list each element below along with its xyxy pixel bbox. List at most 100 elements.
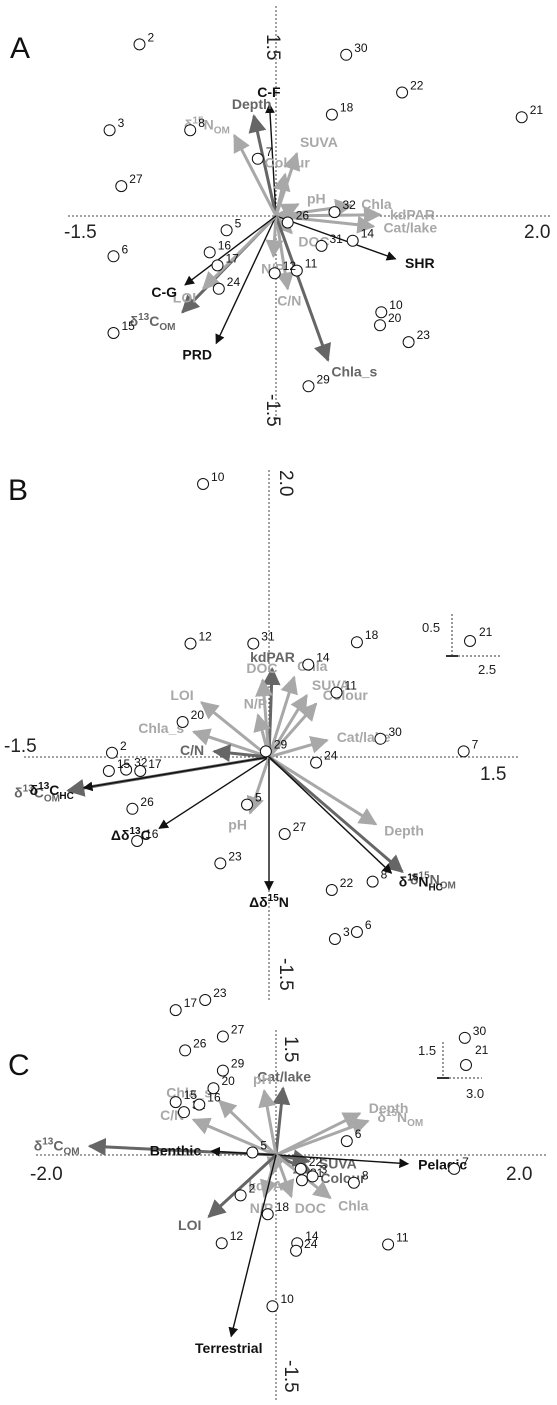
site-label-29-c: 29	[231, 1057, 245, 1071]
site-point-20-a	[374, 319, 386, 332]
site-label-20-a: 20	[388, 311, 402, 325]
site-label-22-c: 22	[309, 1155, 323, 1169]
vector-arrow-c-n-b	[212, 744, 270, 762]
vector-arrow-c-f-a	[265, 103, 277, 217]
site-point-18-c	[261, 1208, 274, 1221]
site-point-32-b	[120, 763, 133, 776]
inset-b: 0.5 2.5 21	[422, 614, 500, 677]
vector-label-kdpar-b: kdPAR	[250, 649, 295, 665]
site-point-31-b	[247, 637, 260, 650]
site-point-3-a	[103, 124, 116, 137]
site-label-18-b: 18	[365, 628, 379, 642]
site-label-27-c: 27	[231, 1023, 245, 1037]
site-point-22-a	[396, 86, 409, 99]
inset-x-tick-c: 3.0	[466, 1086, 484, 1101]
site-label-26-c: 26	[193, 1036, 207, 1050]
vector-arrow-depth-b	[268, 755, 378, 826]
site-label-12-c: 12	[230, 1229, 244, 1243]
vector-arrow-loi-b	[200, 701, 270, 759]
site-label-24-b: 24	[324, 749, 338, 763]
vector-label-dd13c-b: Δδ13C	[111, 826, 151, 843]
y-tick-max-c: 1.5	[280, 1036, 301, 1062]
inset-point-label-c: 21	[475, 1043, 489, 1057]
site-point-31-a	[315, 239, 328, 252]
site-point-17-a	[211, 259, 224, 272]
site-point-5-b	[241, 798, 254, 811]
site-label-29-b: 29	[274, 737, 288, 751]
site-label-24-a: 24	[227, 275, 241, 289]
vector-label-benthic-c: Benthic	[150, 1143, 202, 1159]
vectors-a: C-FDepthδ15NOMSUVAColourpHChlakdPARCat/l…	[130, 84, 438, 379]
vector-arrow-depth-c	[275, 1112, 362, 1157]
vector-label-chla-s-b: Chla_s	[138, 720, 184, 736]
site-label-7-a: 7	[266, 145, 273, 159]
site-point-24-a	[212, 282, 225, 295]
inset-c: 1.5 3.0 21	[418, 1042, 489, 1101]
site-label-3-c: 3	[321, 1162, 328, 1176]
vector-label-chla-c: Chla	[338, 1197, 369, 1213]
inset-point-c	[460, 1059, 472, 1071]
inset-point-b	[464, 635, 476, 647]
x-tick-max-a: 2.0	[524, 222, 550, 243]
site-point-29-c	[216, 1064, 229, 1077]
vector-arrow-chla-a	[275, 198, 354, 218]
site-label-30-c: 30	[473, 1024, 487, 1038]
site-label-2-c: 2	[249, 1181, 256, 1195]
vector-arrow-cat-lake-c	[272, 1086, 291, 1156]
site-point-5-c	[246, 1146, 259, 1159]
site-label-30-b: 30	[388, 725, 402, 739]
site-point-26-c	[179, 1044, 192, 1057]
panel-a: A -1.5 2.0 1.5 -1.5 C-FDepthδ15NOMSUVACo…	[10, 6, 550, 427]
site-label-16-c: 16	[207, 1091, 221, 1105]
site-label-3-a: 3	[118, 116, 125, 130]
site-label-23-a: 23	[417, 328, 431, 342]
panel-letter-c: C	[8, 1049, 30, 1082]
site-point-5-a	[220, 224, 233, 237]
site-label-11-c: 11	[396, 1230, 409, 1244]
site-label-20-c: 20	[221, 1074, 235, 1088]
vectors-b: kdPARDOCChlaN/PLOISUVAColourChla_sC/NCat…	[14, 649, 456, 910]
vector-arrow-colour-b	[267, 702, 318, 758]
vector-label-d13com-b: δ13COM	[14, 784, 60, 805]
site-point-18-a	[325, 108, 338, 121]
site-point-22-c	[294, 1162, 307, 1175]
inset-y-tick-b: 0.5	[422, 620, 440, 635]
vector-arrow-chla-s-c	[218, 1099, 278, 1157]
vector-arrow-loi-c	[207, 1153, 278, 1218]
site-label-10-b: 10	[211, 470, 225, 484]
vector-arrow-benthic-c	[210, 1146, 277, 1157]
vector-arrow-d15nom-b	[268, 755, 404, 873]
x-tick-max-b: 1.5	[480, 764, 506, 785]
site-label-11-b: 11	[345, 679, 358, 693]
site-point-17-c	[169, 1004, 182, 1017]
site-point-17-b	[134, 765, 147, 777]
site-label-8-b: 8	[381, 868, 388, 882]
vector-label-d13chc-b: δ13CHC	[30, 781, 74, 802]
site-label-8-a: 8	[198, 116, 205, 130]
vector-label-terrestrial-c: Terrestrial	[195, 1340, 262, 1356]
site-label-22-b: 22	[340, 876, 354, 890]
vector-arrow-doc-c	[274, 1154, 295, 1199]
vector-label-d15nom-c: δ15NOM	[377, 1108, 423, 1129]
site-label-7-c: 7	[462, 1155, 469, 1169]
site-point-6-b	[350, 926, 363, 938]
site-point-22-b	[325, 884, 338, 896]
site-point-27-b	[278, 828, 291, 840]
site-label-18-c: 18	[276, 1200, 290, 1214]
site-point-16-c	[193, 1098, 206, 1111]
site-point-2-c	[234, 1189, 247, 1202]
site-point-30-a	[340, 48, 353, 61]
vector-label-suva-a: SUVA	[300, 134, 338, 150]
site-label-23-c: 23	[213, 986, 227, 1000]
vector-arrow-d13chc-b	[82, 756, 270, 792]
site-label-27-b: 27	[293, 820, 307, 834]
site-label-23-b: 23	[228, 849, 242, 863]
site-point-6-a	[107, 250, 120, 263]
site-point-21-a	[515, 111, 528, 124]
vector-label-d15nom-b: δ15NOM	[410, 871, 456, 892]
site-point-14-b	[302, 658, 315, 671]
vector-label-colour-a: Colour	[265, 155, 311, 171]
site-label-17-a: 17	[226, 251, 240, 265]
site-point-6-c	[340, 1135, 353, 1148]
vector-label-shr-a: SHR	[405, 255, 435, 271]
